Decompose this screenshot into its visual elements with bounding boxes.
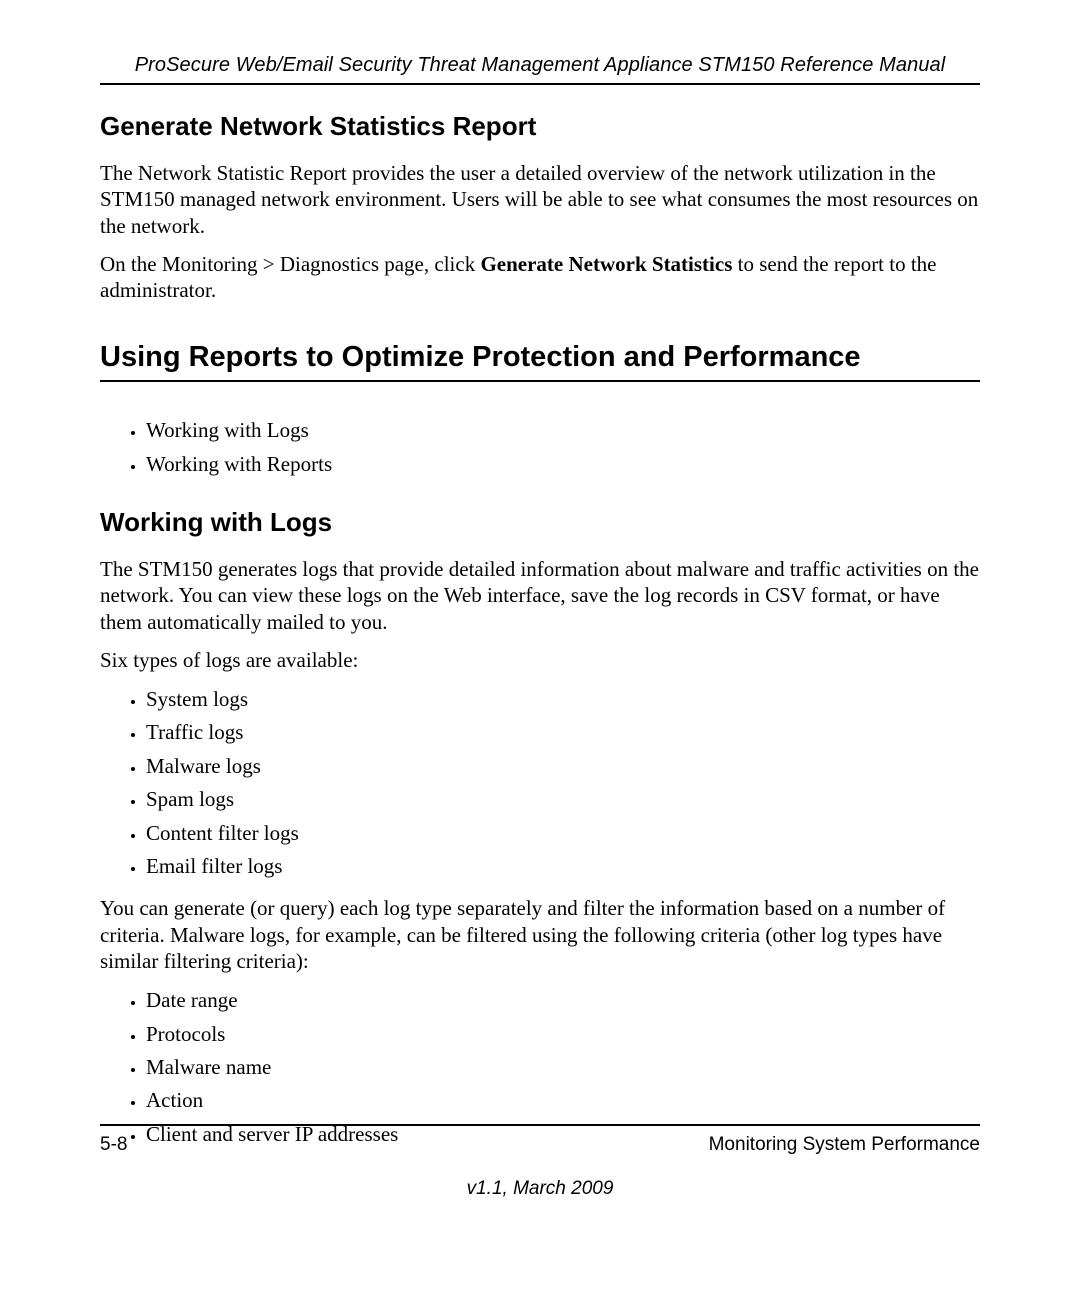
list-item: Malware name: [146, 1053, 980, 1082]
section-heading-generate-report: Generate Network Statistics Report: [100, 111, 980, 142]
list-item: Spam logs: [146, 785, 980, 814]
list-item: Malware logs: [146, 752, 980, 781]
log-types-list: System logs Traffic logs Malware logs Sp…: [100, 685, 980, 881]
main-heading-rule: [100, 380, 980, 382]
section-heading-working-with-logs: Working with Logs: [100, 507, 980, 538]
page-number: 5-8: [100, 1134, 127, 1156]
list-item: Content filter logs: [146, 819, 980, 848]
footer-rule: [100, 1124, 980, 1126]
footer-section-title: Monitoring System Performance: [709, 1134, 980, 1156]
paragraph: Six types of logs are available:: [100, 647, 980, 673]
version-date: v1.1, March 2009: [100, 1178, 980, 1200]
list-item: Email filter logs: [146, 852, 980, 881]
text-span: On the Monitoring > Diagnostics page, cl…: [100, 252, 480, 276]
page-footer: 5-8 Monitoring System Performance v1.1, …: [100, 1088, 980, 1200]
running-header: ProSecure Web/Email Security Threat Mana…: [100, 54, 980, 77]
document-page: ProSecure Web/Email Security Threat Mana…: [0, 0, 1080, 1296]
paragraph: The STM150 generates logs that provide d…: [100, 556, 980, 635]
bold-action-name: Generate Network Statistics: [480, 252, 732, 276]
list-item: System logs: [146, 685, 980, 714]
paragraph: You can generate (or query) each log typ…: [100, 895, 980, 974]
header-rule: [100, 83, 980, 85]
paragraph: On the Monitoring > Diagnostics page, cl…: [100, 251, 980, 304]
list-item: Working with Logs: [146, 416, 980, 445]
list-item: Working with Reports: [146, 450, 980, 479]
paragraph: The Network Statistic Report provides th…: [100, 160, 980, 239]
list-item: Traffic logs: [146, 718, 980, 747]
list-item: Date range: [146, 986, 980, 1015]
toc-list: Working with Logs Working with Reports: [100, 416, 980, 479]
main-heading-using-reports: Using Reports to Optimize Protection and…: [100, 341, 980, 374]
list-item: Protocols: [146, 1020, 980, 1049]
